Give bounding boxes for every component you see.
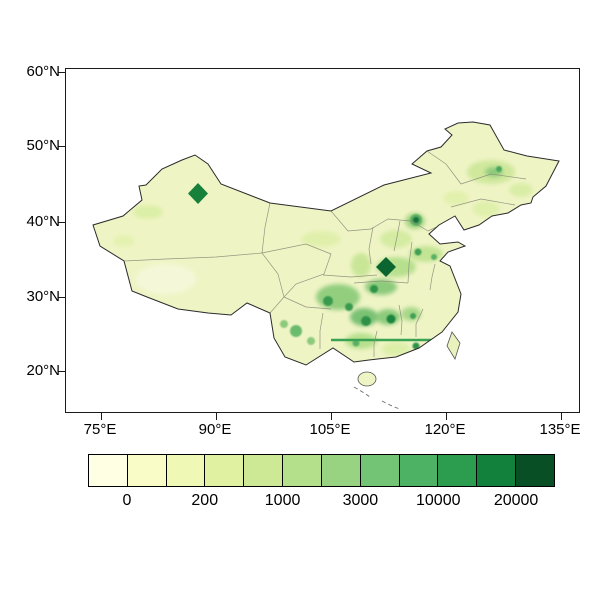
colorbar-cell: [320, 454, 361, 487]
hotspot-diamond-west: [188, 183, 208, 204]
x-tick-mark: [561, 412, 562, 420]
y-tick-label: 50°N: [26, 137, 60, 154]
y-tick-label: 20°N: [26, 362, 60, 379]
colorbar-cell: [437, 454, 478, 487]
colorbar-label: 1000: [264, 492, 301, 509]
colorbar-cell: [359, 454, 400, 487]
y-tick-mark: [58, 146, 66, 147]
colorbar-cell: [398, 454, 439, 487]
x-tick-label: 135°E: [539, 421, 581, 438]
colorbar-cell: [515, 454, 555, 487]
y-tick-label: 40°N: [26, 213, 60, 230]
hotspot-diamond-central: [376, 257, 396, 277]
x-tick-mark: [216, 412, 217, 420]
colorbar-label: 0: [122, 492, 132, 509]
value-shading: [113, 150, 533, 357]
colorbar-cell: [476, 454, 517, 487]
china-map-svg: [92, 121, 560, 410]
china-outline: [92, 121, 560, 366]
y-tick-mark: [58, 297, 66, 298]
colorbar-cell: [282, 454, 322, 487]
x-tick-label: 120°E: [424, 421, 466, 438]
x-tick-label: 75°E: [83, 421, 117, 438]
colorbar-cell: [88, 454, 128, 487]
colorbar-cells: [88, 454, 555, 487]
taiwan-island: [446, 331, 461, 360]
colorbar-labels: 0 200 1000 3000 10000 20000: [88, 492, 555, 512]
colorbar-label: 200: [191, 492, 219, 509]
x-tick-label: 90°E: [198, 421, 232, 438]
colorbar-cell: [126, 454, 167, 487]
colorbar-label: 10000: [416, 492, 461, 509]
x-tick-mark: [331, 412, 332, 420]
colorbar-cell: [165, 454, 206, 487]
hainan-island: [357, 371, 377, 387]
colorbar-cell: [204, 454, 245, 487]
sea-dashes: [353, 386, 401, 410]
y-tick-label: 30°N: [26, 288, 60, 305]
x-tick-mark: [101, 412, 102, 420]
province-borders: [123, 150, 527, 357]
colorbar-cell: [243, 454, 284, 487]
map-plot-area: [58, 68, 580, 420]
y-tick-mark: [58, 371, 66, 372]
y-tick-mark: [58, 222, 66, 223]
x-tick-mark: [446, 412, 447, 420]
x-tick-label: 105°E: [309, 421, 351, 438]
colorbar-label: 20000: [493, 492, 539, 509]
colorbar-label: 3000: [342, 492, 379, 509]
y-tick-label: 60°N: [26, 63, 60, 80]
y-tick-mark: [58, 72, 66, 73]
